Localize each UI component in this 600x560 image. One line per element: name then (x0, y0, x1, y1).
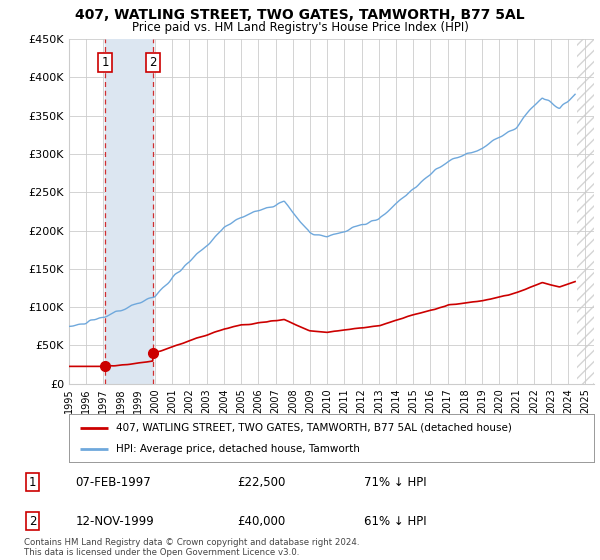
Text: 07-FEB-1997: 07-FEB-1997 (76, 475, 151, 488)
Text: 61% ↓ HPI: 61% ↓ HPI (364, 515, 426, 528)
Text: 2: 2 (29, 515, 36, 528)
Text: 12-NOV-1999: 12-NOV-1999 (76, 515, 154, 528)
Text: 1: 1 (101, 55, 109, 69)
Text: 407, WATLING STREET, TWO GATES, TAMWORTH, B77 5AL: 407, WATLING STREET, TWO GATES, TAMWORTH… (75, 8, 525, 22)
Bar (105, 39, 153, 384)
Text: Contains HM Land Registry data © Crown copyright and database right 2024.
This d: Contains HM Land Registry data © Crown c… (24, 538, 359, 557)
Text: 407, WATLING STREET, TWO GATES, TAMWORTH, B77 5AL (detached house): 407, WATLING STREET, TWO GATES, TAMWORTH… (116, 423, 512, 433)
Text: HPI: Average price, detached house, Tamworth: HPI: Average price, detached house, Tamw… (116, 444, 360, 454)
Text: £40,000: £40,000 (237, 515, 285, 528)
Text: 1: 1 (29, 475, 36, 488)
Text: 2: 2 (149, 55, 157, 69)
Text: Price paid vs. HM Land Registry's House Price Index (HPI): Price paid vs. HM Land Registry's House … (131, 21, 469, 34)
Text: £22,500: £22,500 (237, 475, 285, 488)
Bar (577, 39, 594, 384)
Text: 71% ↓ HPI: 71% ↓ HPI (364, 475, 426, 488)
